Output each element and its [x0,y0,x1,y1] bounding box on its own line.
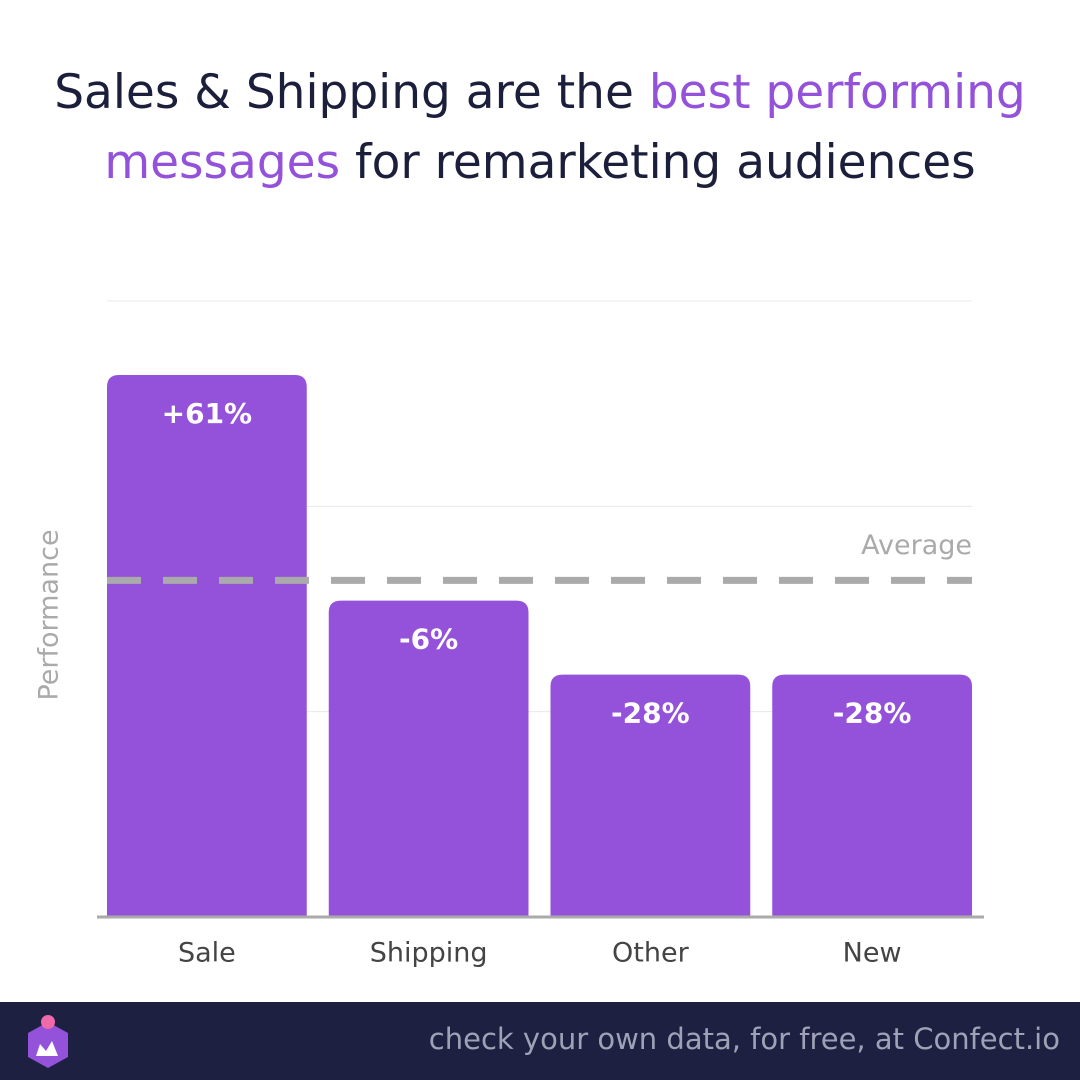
title-highlight: best performing messages [104,65,1026,190]
bar [107,375,307,917]
x-tick-label: New [843,938,902,969]
footer: check your own data, for free, at Confec… [0,1002,1080,1080]
footer-text: check your own data, for free, at Confec… [428,1022,1060,1056]
title-text: Sales & Shipping are the [54,65,649,120]
value-label: +61% [162,397,252,430]
title-text: for remarketing audiences [340,135,976,190]
value-label: -28% [611,697,690,730]
bar [328,600,529,917]
value-label: -28% [833,697,912,730]
bar [772,674,972,917]
x-tick-label: Sale [178,938,236,969]
bar [550,674,751,917]
x-tick-label: Shipping [370,938,488,969]
y-axis-label: Performance [34,529,65,700]
chart-title: Sales & Shipping are the best performing… [20,58,1060,198]
value-label: -6% [399,623,458,656]
x-tick-label: Other [612,938,690,969]
average-label: Average [861,530,972,561]
chart: Performance +61% Sale -6% Shipping -28% Other… [34,300,984,969]
logo [28,1015,68,1068]
